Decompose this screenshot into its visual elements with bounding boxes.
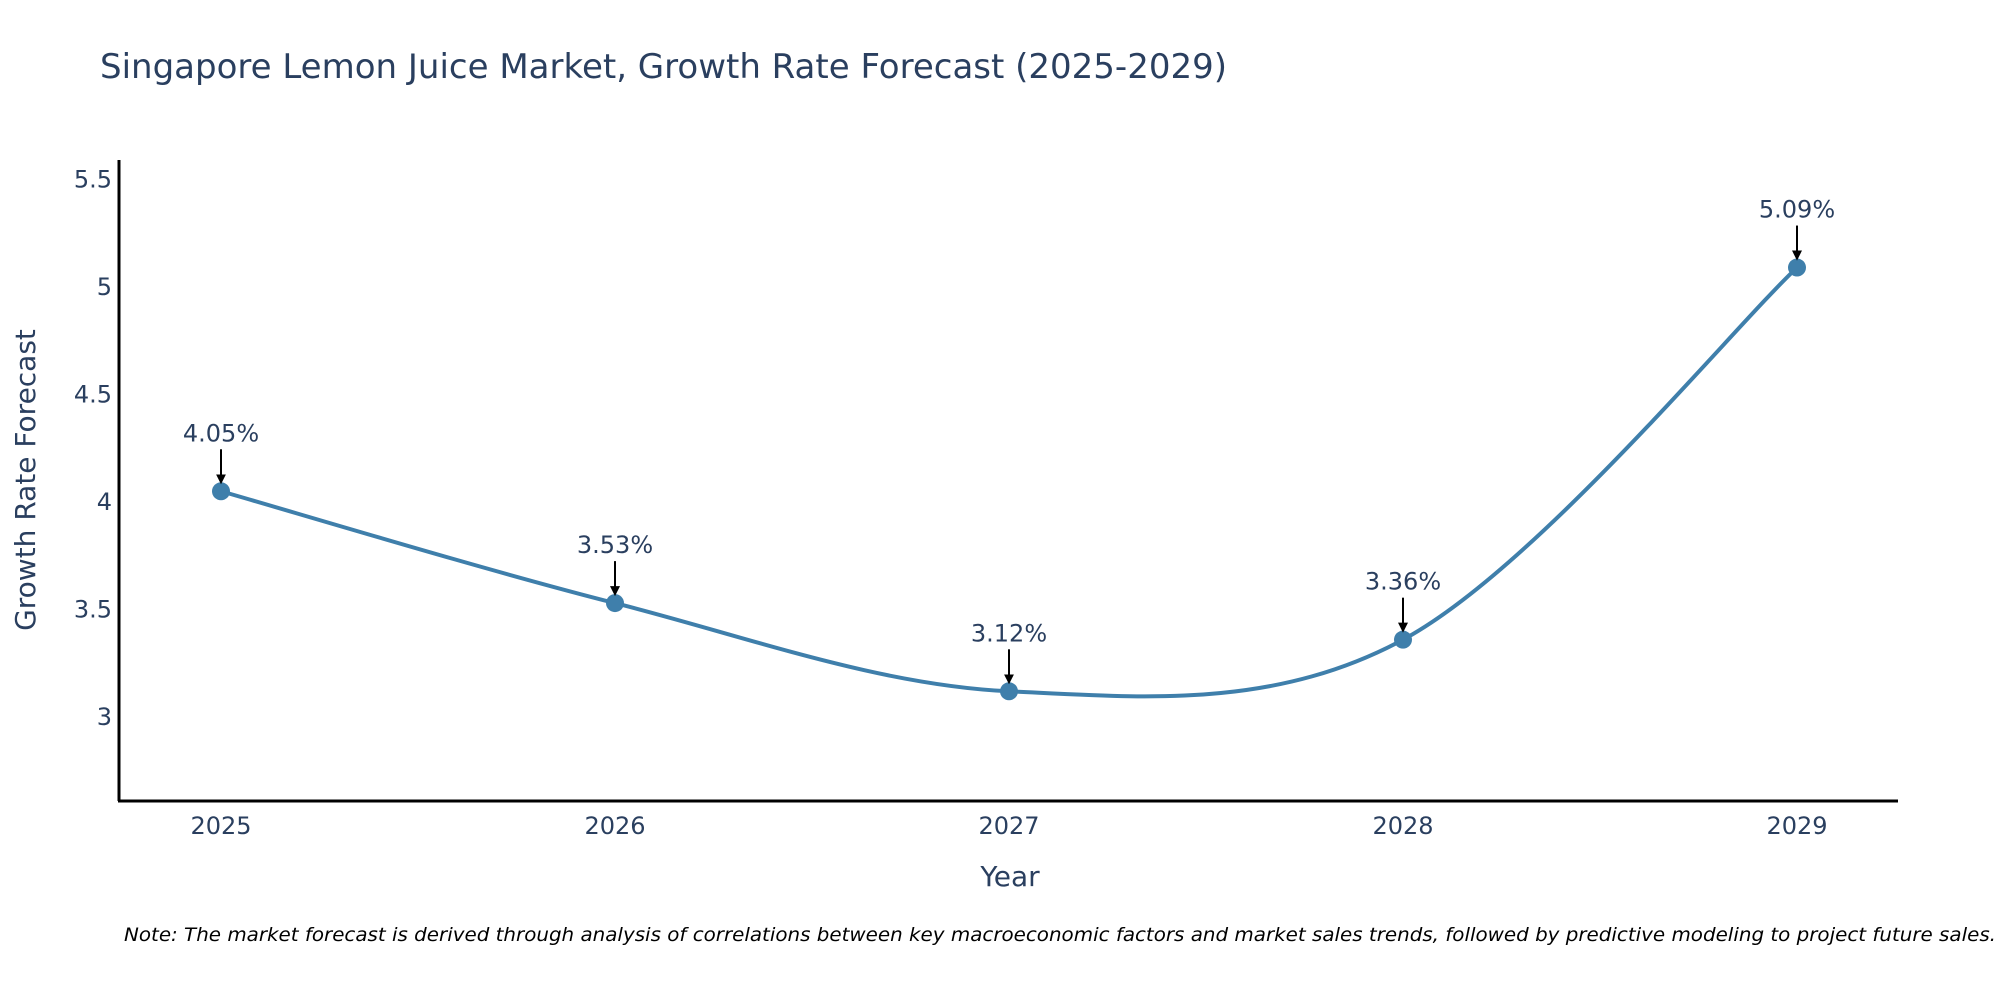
- y-tick-label: 3.5: [74, 596, 112, 624]
- x-axis-ticks: 2025 2026 2027 2028 2029: [190, 812, 1827, 840]
- data-label: 3.12%: [971, 619, 1047, 647]
- y-tick-label: 3: [97, 703, 112, 731]
- y-axis-ticks: 3 3.5 4 4.5 5 5.5: [74, 165, 112, 731]
- y-axis-title: Growth Rate Forecast: [9, 329, 42, 631]
- data-points: [212, 258, 1806, 701]
- data-point: [606, 594, 624, 613]
- data-label: 3.36%: [1365, 568, 1441, 596]
- x-tick-label: 2028: [1372, 812, 1433, 840]
- x-tick-label: 2025: [190, 812, 251, 840]
- chart-title: Singapore Lemon Juice Market, Growth Rat…: [100, 47, 1227, 87]
- data-labels: 4.05% 3.53% 3.12% 3.36% 5.09%: [183, 196, 1835, 685]
- x-tick-label: 2029: [1766, 812, 1827, 840]
- y-tick-label: 4: [97, 488, 112, 516]
- data-label: 5.09%: [1759, 196, 1835, 224]
- data-point: [1788, 258, 1806, 277]
- data-point: [212, 482, 230, 501]
- data-label: 4.05%: [183, 419, 259, 447]
- x-tick-label: 2026: [584, 812, 645, 840]
- y-tick-label: 4.5: [74, 380, 112, 408]
- x-axis-title: Year: [979, 860, 1040, 893]
- axes: [117, 160, 1898, 803]
- y-tick-label: 5: [97, 273, 112, 301]
- data-point: [1394, 630, 1412, 649]
- footnote: Note: The market forecast is derived thr…: [124, 924, 1996, 946]
- y-tick-label: 5.5: [74, 165, 112, 193]
- growth-rate-line: [220, 266, 1799, 699]
- data-label: 3.53%: [577, 531, 653, 559]
- x-tick-label: 2027: [978, 812, 1039, 840]
- data-point: [1000, 682, 1018, 701]
